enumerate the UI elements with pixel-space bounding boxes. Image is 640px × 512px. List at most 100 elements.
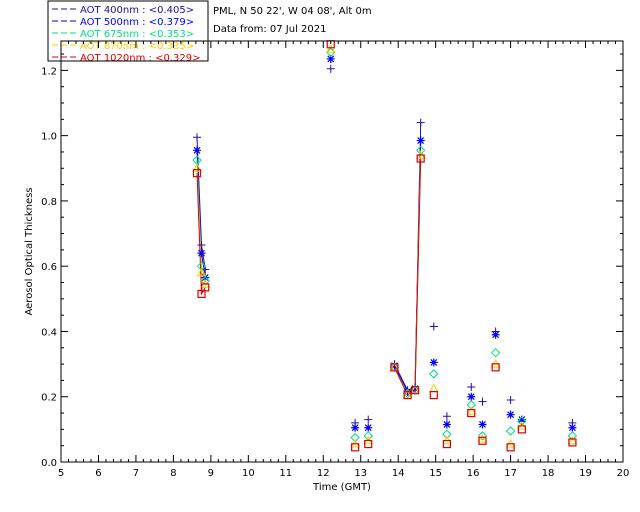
x-tick-label: 5 xyxy=(58,468,64,479)
x-tick-label: 13 xyxy=(354,468,367,479)
data-point xyxy=(197,240,206,249)
data-point xyxy=(390,363,399,372)
axes: 5 6 7 8 9 10 11 12 13 14 15 16 17 18 19 20 0.0 0.2 0.4 0.6 0… xyxy=(24,41,629,493)
data-point xyxy=(364,423,373,432)
data-point xyxy=(364,415,373,424)
series-line xyxy=(394,158,422,396)
x-tick-label: 9 xyxy=(208,468,214,479)
data-point xyxy=(350,432,360,443)
series-line xyxy=(196,173,206,296)
data-point xyxy=(416,154,425,163)
data-point xyxy=(411,384,420,393)
data-point xyxy=(442,420,451,429)
y-tick-label: 0.0 xyxy=(41,458,57,469)
data-point xyxy=(351,423,360,432)
data-point xyxy=(568,423,577,432)
x-axis-label: Time (GMT) xyxy=(312,482,371,493)
x-tick-label: 15 xyxy=(429,468,442,479)
data-point xyxy=(201,273,210,282)
data-point xyxy=(429,358,438,367)
x-tick-label: 10 xyxy=(242,468,255,479)
data-point xyxy=(192,169,202,178)
data-point xyxy=(478,420,487,429)
data-point xyxy=(201,283,210,292)
data-point xyxy=(506,443,515,452)
y-tick-label: 0.2 xyxy=(41,393,57,404)
data-point xyxy=(326,47,336,58)
data-point xyxy=(196,261,207,271)
data-point xyxy=(325,44,336,53)
data-point xyxy=(466,406,477,415)
data-point xyxy=(506,410,515,419)
data-point xyxy=(196,267,207,277)
data-point xyxy=(478,436,487,445)
series-line xyxy=(394,150,422,395)
x-tick-label: 16 xyxy=(467,468,480,479)
legend-swatches: AOT 400nm : <0.405>AOT 500nm : <0.379>AO… xyxy=(47,0,209,64)
data-point xyxy=(415,145,426,156)
x-tick-label: 7 xyxy=(133,468,139,479)
y-tick-label: 0.6 xyxy=(41,262,57,273)
data-point xyxy=(364,439,373,449)
data-point xyxy=(390,361,399,370)
data-point xyxy=(428,383,439,393)
data-point xyxy=(506,395,515,404)
legend-entry: AOT 400nm : <0.405> xyxy=(80,5,194,16)
series-line xyxy=(394,122,422,391)
data-point xyxy=(478,397,487,406)
data-point xyxy=(442,412,451,421)
y-tick-label: 0.8 xyxy=(41,197,57,208)
data-point xyxy=(477,431,488,441)
legend-entry: AOT 675nm : <0.353> xyxy=(80,29,194,40)
legend-entry: AOT 1020nm : <0.329> xyxy=(80,53,200,64)
data-point xyxy=(491,363,500,372)
data-point xyxy=(567,435,578,445)
data-point xyxy=(429,390,438,400)
data-point xyxy=(403,390,412,400)
data-point xyxy=(467,408,476,418)
data-point xyxy=(429,369,439,379)
y-axis-label: Aerosol Optical Thickness xyxy=(24,187,35,315)
data-point xyxy=(490,347,501,358)
plot-frame xyxy=(60,40,624,463)
data-point xyxy=(567,431,578,441)
x-tick-label: 11 xyxy=(279,468,292,479)
data-point xyxy=(517,416,527,426)
series-line xyxy=(394,155,422,396)
x-tick-label: 12 xyxy=(317,468,330,479)
site-info: PML, N 50 22', W 04 08', Alt 0m xyxy=(213,6,372,17)
data-point xyxy=(467,392,476,401)
data-point xyxy=(505,426,516,436)
plot-data xyxy=(192,40,578,452)
legend-entry: AOT 500nm : <0.379> xyxy=(80,17,194,28)
y-tick-label: 1.0 xyxy=(41,132,57,143)
series-line xyxy=(394,140,422,393)
data-point xyxy=(416,136,425,145)
legend-box xyxy=(47,0,209,62)
date-info: Data from: 07 Jul 2021 xyxy=(213,24,327,35)
x-tick-label: 19 xyxy=(579,468,592,479)
data-point xyxy=(416,118,425,127)
data-point xyxy=(351,443,360,452)
data-point xyxy=(326,54,335,63)
data-point xyxy=(442,439,452,449)
data-point xyxy=(193,133,202,142)
data-point xyxy=(326,64,335,73)
data-point xyxy=(193,146,202,155)
x-tick-label: 20 xyxy=(617,468,630,479)
data-point xyxy=(517,425,526,434)
data-point xyxy=(410,386,420,395)
data-point xyxy=(192,163,202,172)
data-point xyxy=(200,276,210,286)
x-tick-label: 18 xyxy=(542,468,555,479)
data-point xyxy=(363,431,373,441)
data-point xyxy=(491,330,500,339)
data-point xyxy=(466,400,476,410)
data-point xyxy=(477,434,488,443)
data-point xyxy=(467,382,476,391)
legend-entry: AOT 870nm : <0.335> xyxy=(80,41,194,52)
data-point xyxy=(517,415,526,424)
x-tick-label: 17 xyxy=(504,468,517,479)
y-tick-label: 0.4 xyxy=(41,327,57,338)
